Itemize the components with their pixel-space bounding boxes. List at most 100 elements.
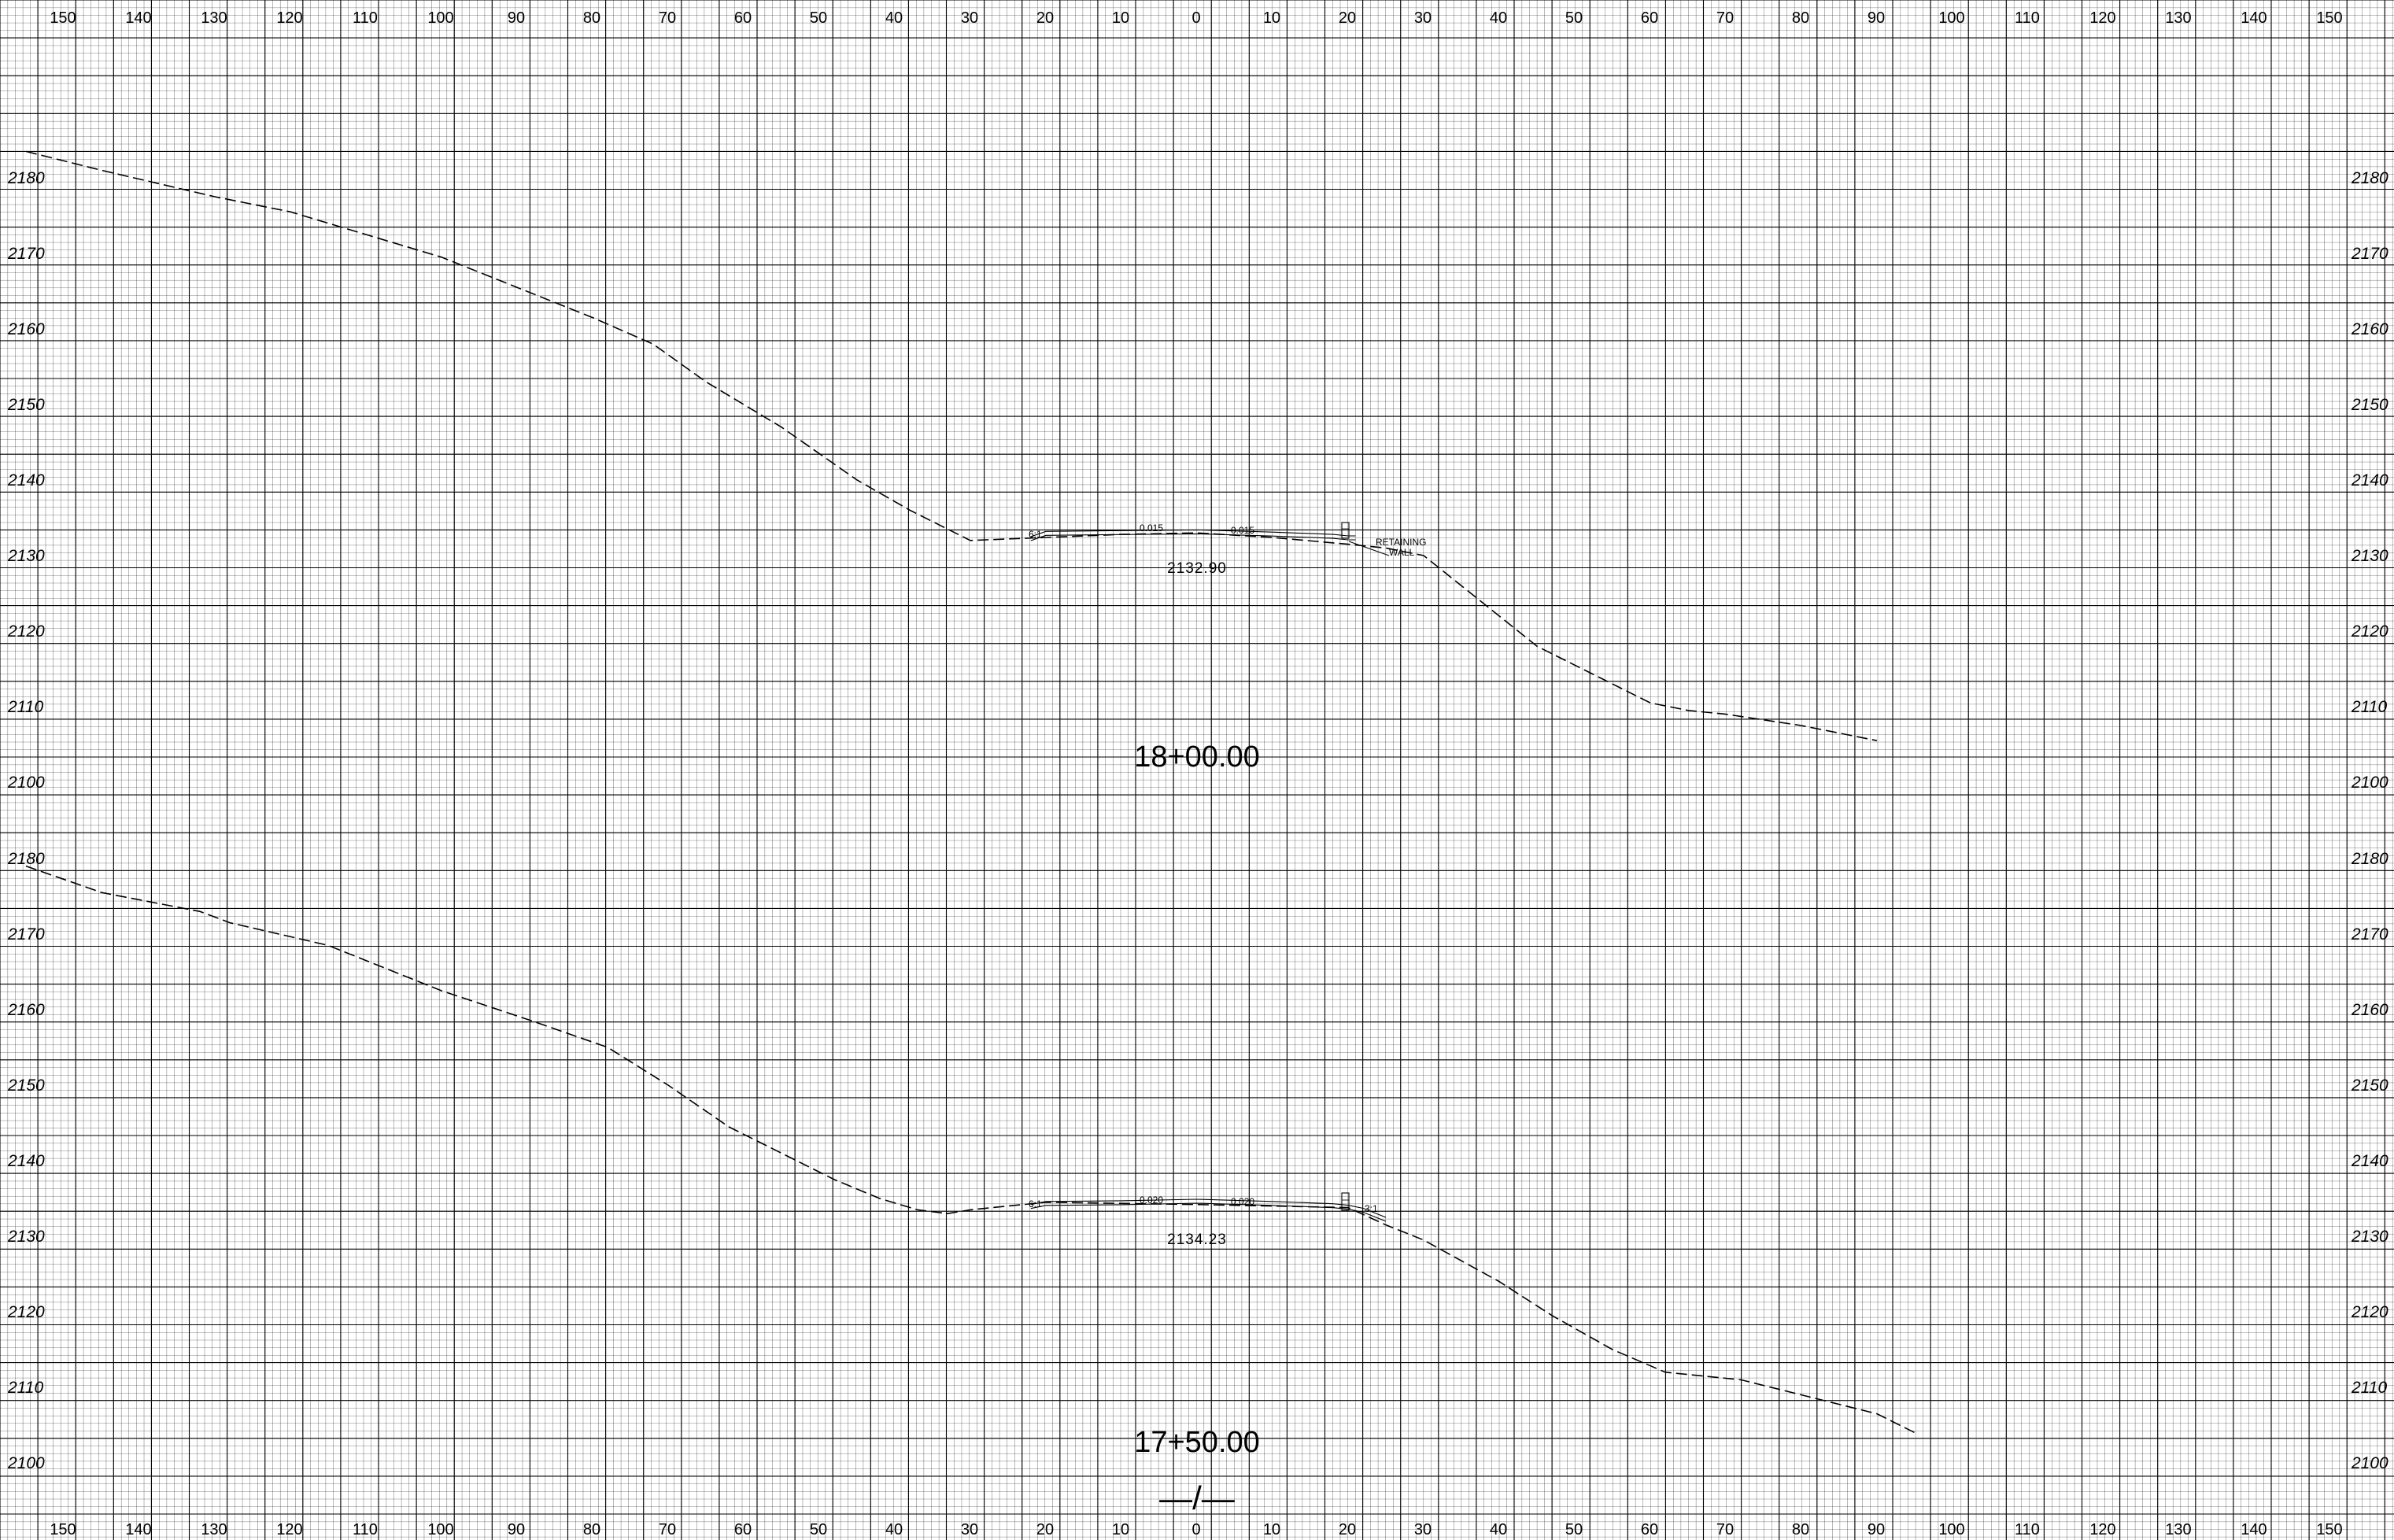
offset-tick-top: 120 bbox=[2089, 9, 2115, 27]
elevation-label: 2140 bbox=[7, 471, 45, 489]
side-slope-ratio-left: 6:1 bbox=[1029, 1198, 1042, 1209]
cross-slope-label-left: 0.020 bbox=[1140, 1195, 1163, 1206]
offset-tick-bottom: 120 bbox=[2089, 1521, 2115, 1538]
elevation-label: 2110 bbox=[7, 1379, 43, 1397]
offset-tick-top: 60 bbox=[734, 9, 752, 27]
offset-tick-bottom: 10 bbox=[1263, 1521, 1280, 1538]
offset-tick-bottom: 70 bbox=[1716, 1521, 1734, 1538]
offset-tick-bottom: 40 bbox=[1490, 1521, 1507, 1538]
proposed-road-surface bbox=[1030, 529, 1356, 537]
offset-tick-top: 130 bbox=[2165, 9, 2191, 27]
station-label: 18+00.00 bbox=[1134, 740, 1260, 774]
offset-tick-bottom: 100 bbox=[427, 1521, 453, 1538]
offset-tick-bottom: 90 bbox=[508, 1521, 525, 1538]
centerline-symbol: —/— bbox=[1159, 1479, 1235, 1516]
offset-tick-top: 80 bbox=[583, 9, 600, 27]
offset-tick-bottom: 70 bbox=[659, 1521, 676, 1538]
offset-tick-top: 10 bbox=[1263, 9, 1280, 27]
offset-tick-top: 140 bbox=[2241, 9, 2267, 27]
pavement-subgrade-line bbox=[1030, 533, 1356, 541]
elevation-labels-left: 2180 2170 2160 2150 2140 2130 2120 2110 … bbox=[7, 169, 45, 792]
offset-tick-bottom: 140 bbox=[125, 1521, 151, 1538]
elevation-label: 2160 bbox=[7, 320, 45, 338]
offset-tick-top: 110 bbox=[353, 9, 378, 27]
elevation-label: 2120 bbox=[7, 622, 45, 641]
offset-axis-bottom: 150 140 130 120 110 100 90 80 70 60 50 4… bbox=[50, 1521, 2342, 1538]
retaining-wall-label: WALL bbox=[1389, 547, 1415, 558]
elevation-label: 2100 bbox=[2351, 1454, 2388, 1472]
offset-tick-bottom: 110 bbox=[2015, 1521, 2040, 1538]
elevation-label: 2170 bbox=[2351, 925, 2388, 944]
offset-tick-bottom: 40 bbox=[885, 1521, 903, 1538]
side-slope-ratio-left: 6:1 bbox=[1029, 529, 1042, 540]
offset-tick-bottom: 10 bbox=[1112, 1521, 1129, 1538]
offset-tick-top: 40 bbox=[885, 9, 903, 27]
elevation-label: 2130 bbox=[7, 1228, 45, 1246]
offset-tick-bottom: 110 bbox=[353, 1521, 378, 1538]
offset-tick-bottom: 30 bbox=[961, 1521, 978, 1538]
elevation-labels-right: 2180 2170 2160 2150 2140 2130 2120 2110 … bbox=[2351, 850, 2388, 1472]
cross-section-17-50: 2180 2170 2160 2150 2140 2130 2120 2110 … bbox=[7, 850, 2388, 1472]
elevation-label: 2120 bbox=[2351, 1303, 2388, 1321]
offset-tick-top: 20 bbox=[1339, 9, 1356, 27]
offset-tick-top: 80 bbox=[1792, 9, 1809, 27]
offset-tick-bottom: 60 bbox=[734, 1521, 752, 1538]
elevation-label: 2140 bbox=[2351, 1152, 2388, 1170]
elevation-label: 2110 bbox=[7, 698, 43, 716]
offset-tick-bottom: 50 bbox=[810, 1521, 827, 1538]
elevation-label: 2170 bbox=[2351, 245, 2388, 263]
offset-tick-bottom: 20 bbox=[1036, 1521, 1054, 1538]
elevation-labels-right: 2180 2170 2160 2150 2140 2130 2120 2110 … bbox=[2351, 169, 2388, 792]
offset-tick-top: 90 bbox=[1868, 9, 1885, 27]
offset-tick-top: 90 bbox=[508, 9, 525, 27]
design-elevation-label: 2134.23 bbox=[1167, 1232, 1227, 1248]
offset-tick-bottom: 0 bbox=[1191, 1521, 1200, 1538]
elevation-label: 2150 bbox=[2351, 1077, 2388, 1095]
offset-tick-top: 70 bbox=[659, 9, 676, 27]
retaining-wall bbox=[1341, 1192, 1350, 1211]
station-label: 17+50.00 bbox=[1134, 1426, 1260, 1459]
retaining-wall bbox=[1341, 522, 1390, 556]
offset-tick-top: 40 bbox=[1490, 9, 1507, 27]
offset-tick-bottom: 140 bbox=[2241, 1521, 2267, 1538]
offset-tick-bottom: 60 bbox=[1641, 1521, 1658, 1538]
proposed-road-surface bbox=[1030, 1198, 1387, 1218]
offset-tick-top: 70 bbox=[1716, 9, 1734, 27]
elevation-label: 2150 bbox=[7, 1077, 45, 1095]
offset-tick-top: 10 bbox=[1112, 9, 1129, 27]
cross-slope-label-right: 0.020 bbox=[1231, 1196, 1254, 1207]
offset-tick-top: 30 bbox=[961, 9, 978, 27]
offset-tick-top: 150 bbox=[50, 9, 76, 27]
offset-tick-bottom: 100 bbox=[1938, 1521, 1964, 1538]
offset-tick-top: 30 bbox=[1414, 9, 1432, 27]
offset-tick-bottom: 150 bbox=[2316, 1521, 2342, 1538]
retaining-wall-label: RETAINING bbox=[1376, 537, 1426, 548]
elevation-label: 2130 bbox=[2351, 547, 2388, 565]
elevation-label: 2160 bbox=[2351, 1001, 2388, 1019]
elevation-label: 2150 bbox=[2351, 396, 2388, 414]
design-elevation-label: 2132.90 bbox=[1167, 560, 1227, 577]
offset-tick-bottom: 90 bbox=[1868, 1521, 1885, 1538]
offset-tick-top: 130 bbox=[201, 9, 227, 27]
elevation-label: 2180 bbox=[7, 850, 45, 868]
offset-tick-top: 100 bbox=[427, 9, 453, 27]
elevation-label: 2170 bbox=[7, 925, 45, 944]
elevation-label: 2160 bbox=[2351, 320, 2388, 338]
elevation-label: 2120 bbox=[7, 1303, 45, 1321]
elevation-label: 2110 bbox=[2351, 1379, 2387, 1397]
offset-tick-top: 120 bbox=[276, 9, 302, 27]
elevation-label: 2110 bbox=[2351, 698, 2387, 716]
offset-tick-bottom: 130 bbox=[201, 1521, 227, 1538]
elevation-label: 2100 bbox=[7, 774, 45, 792]
offset-axis-top: 150 140 130 120 110 100 90 80 70 60 50 4… bbox=[50, 9, 2342, 27]
offset-tick-bottom: 80 bbox=[583, 1521, 600, 1538]
offset-tick-bottom: 130 bbox=[2165, 1521, 2191, 1538]
existing-ground-line bbox=[25, 865, 1916, 1434]
offset-tick-top: 50 bbox=[810, 9, 827, 27]
pavement-subgrade-line bbox=[1030, 1202, 1387, 1222]
offset-tick-bottom: 50 bbox=[1565, 1521, 1583, 1538]
elevation-label: 2180 bbox=[2351, 169, 2388, 187]
cross-slope-label-right: 0.015 bbox=[1231, 525, 1254, 536]
